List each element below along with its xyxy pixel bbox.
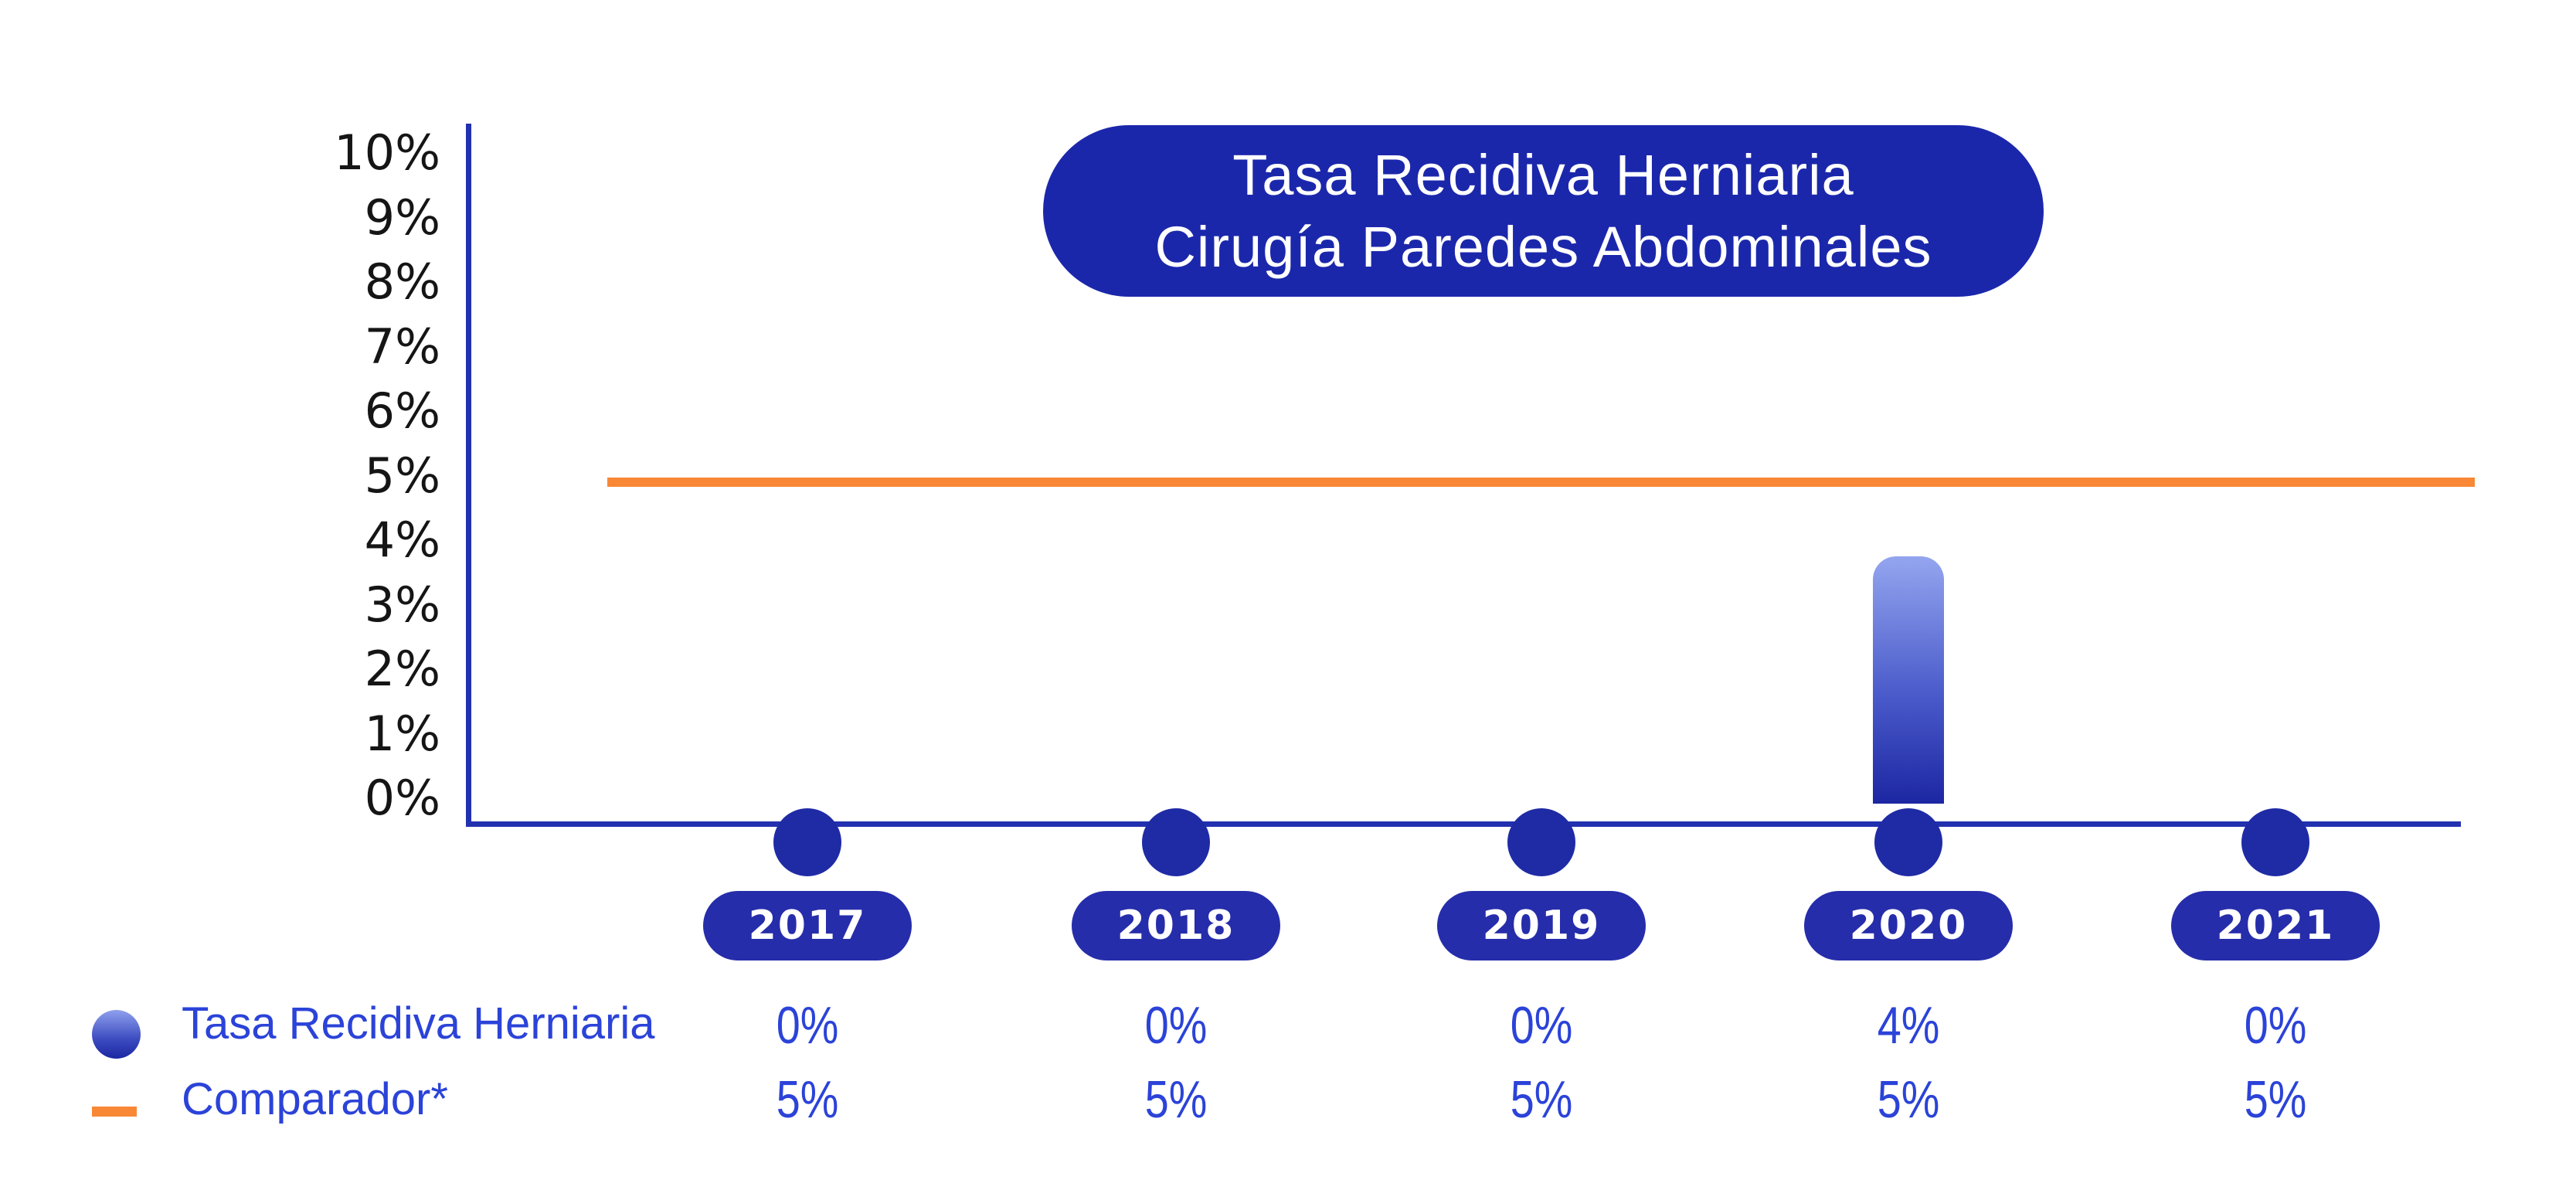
- y-axis-line: [466, 124, 471, 827]
- x-tick-label: 2019: [1482, 903, 1601, 949]
- x-tick-2021: 2021: [2171, 891, 2380, 960]
- legend-line-marker: [92, 1107, 137, 1117]
- point-2021: [2241, 808, 2309, 876]
- y-tick-label-6: 6%: [364, 382, 440, 439]
- value-tasa-2020: 4%: [1877, 996, 1940, 1055]
- y-tick-label-0: 0%: [364, 770, 440, 826]
- point-2020: [1874, 808, 1942, 876]
- point-2019: [1507, 808, 1575, 876]
- value-tasa-2019: 0%: [1510, 996, 1573, 1055]
- value-comparador-2021: 5%: [2244, 1070, 2307, 1129]
- value-tasa-2021: 0%: [2244, 996, 2307, 1055]
- y-tick-label-10: 10%: [334, 124, 440, 181]
- value-comparador-2017: 5%: [776, 1070, 839, 1129]
- y-tick-label-1: 1%: [364, 706, 440, 762]
- y-tick-label-3: 3%: [364, 576, 440, 633]
- x-tick-2020: 2020: [1804, 891, 2013, 960]
- chart-title-line2: Cirugía Paredes Abdominales: [1154, 215, 1932, 279]
- legend-series2-label: Comparador*: [182, 1074, 448, 1124]
- x-tick-label: 2017: [748, 903, 867, 949]
- point-2018: [1142, 808, 1210, 876]
- x-tick-label: 2021: [2216, 903, 2335, 949]
- x-tick-label: 2020: [1849, 903, 1968, 949]
- x-tick-2018: 2018: [1072, 891, 1280, 960]
- point-2017: [773, 808, 841, 876]
- y-tick-label-8: 8%: [364, 253, 440, 310]
- chart-title-line1: Tasa Recidiva Herniaria: [1232, 143, 1854, 207]
- bar-2020: [1873, 556, 1944, 804]
- legend-dot-marker: [92, 1010, 141, 1059]
- y-tick-label-9: 9%: [364, 189, 440, 246]
- chart-title: Tasa Recidiva Herniaria Cirugía Paredes …: [1043, 125, 2044, 297]
- value-tasa-2018: 0%: [1144, 996, 1208, 1055]
- value-tasa-2017: 0%: [776, 996, 839, 1055]
- x-tick-2017: 2017: [703, 891, 912, 960]
- legend-series1-label: Tasa Recidiva Herniaria: [182, 998, 655, 1049]
- x-tick-label: 2018: [1116, 903, 1235, 949]
- y-tick-label-7: 7%: [364, 318, 440, 375]
- value-comparador-2020: 5%: [1877, 1070, 1940, 1129]
- x-axis-line: [466, 821, 2461, 827]
- y-tick-label-4: 4%: [364, 512, 440, 568]
- value-comparador-2018: 5%: [1144, 1070, 1208, 1129]
- y-tick-label-2: 2%: [364, 641, 440, 697]
- y-tick-label-5: 5%: [364, 447, 440, 504]
- comparator-line: [607, 478, 2475, 487]
- value-comparador-2019: 5%: [1510, 1070, 1573, 1129]
- x-tick-2019: 2019: [1437, 891, 1646, 960]
